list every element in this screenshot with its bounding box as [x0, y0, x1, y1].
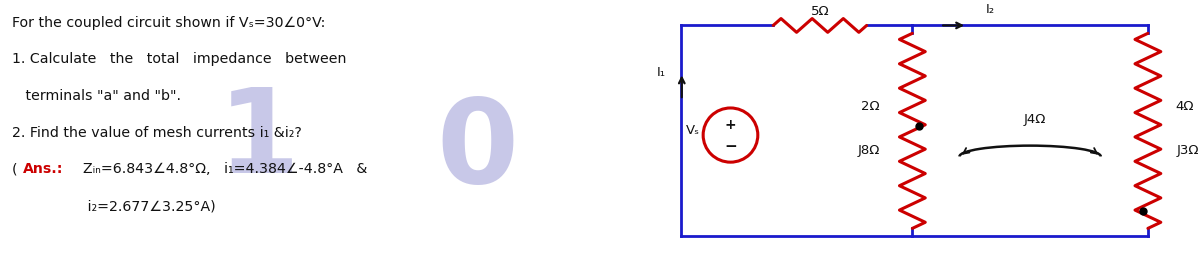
Text: J4Ω: J4Ω [1024, 113, 1046, 125]
Text: I₂: I₂ [985, 3, 995, 15]
Text: Ans.:: Ans.: [23, 162, 64, 176]
Text: (: ( [12, 162, 18, 176]
Text: Vₛ: Vₛ [685, 124, 700, 137]
Text: 4Ω: 4Ω [1176, 100, 1194, 113]
Text: 1: 1 [217, 83, 300, 198]
Text: J3Ω: J3Ω [1176, 144, 1199, 157]
Text: terminals "a" and "b".: terminals "a" and "b". [12, 89, 181, 103]
Text: 5Ω: 5Ω [811, 5, 829, 18]
Text: −: − [724, 139, 737, 154]
Text: +: + [725, 118, 737, 132]
Text: I₁: I₁ [656, 66, 666, 79]
Text: 2Ω: 2Ω [862, 100, 880, 113]
Text: Zᵢₙ=6.843∠4.8°Ω,   i₁=4.384∠-4.8°A   &: Zᵢₙ=6.843∠4.8°Ω, i₁=4.384∠-4.8°A & [73, 162, 367, 176]
Text: 1. Calculate   the   total   impedance   between: 1. Calculate the total impedance between [12, 52, 347, 66]
Text: For the coupled circuit shown if Vₛ=30∠0°V:: For the coupled circuit shown if Vₛ=30∠0… [12, 15, 325, 29]
Text: 2. Find the value of mesh currents i₁ &i₂?: 2. Find the value of mesh currents i₁ &i… [12, 126, 302, 140]
Text: 0: 0 [436, 93, 518, 208]
Text: i₂=2.677∠3.25°A): i₂=2.677∠3.25°A) [73, 200, 215, 214]
Text: J8Ω: J8Ω [858, 144, 880, 157]
